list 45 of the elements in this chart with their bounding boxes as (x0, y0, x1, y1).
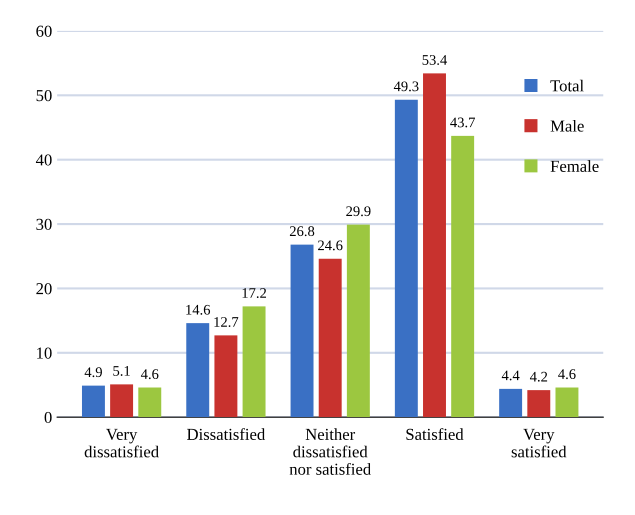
bar (394, 100, 418, 418)
y-tick-label: 60 (36, 26, 52, 37)
data-label: 4.4 (502, 370, 520, 380)
bar (346, 224, 370, 418)
data-label: 53.4 (422, 55, 448, 65)
data-label: 14.6 (186, 304, 210, 315)
data-label: 5.1 (113, 366, 130, 376)
data-label: 29.9 (346, 206, 371, 216)
x-tick-label: Satisfied (406, 428, 464, 440)
bar (214, 335, 238, 418)
bar (186, 323, 210, 418)
y-tick-label: 10 (37, 347, 52, 359)
legend-label: Total (550, 80, 584, 92)
data-label: 26.8 (290, 226, 314, 236)
bar (82, 386, 105, 418)
bar (527, 390, 550, 418)
bar (110, 384, 134, 418)
y-tick-label: 40 (36, 154, 52, 166)
data-label: 17.2 (242, 288, 266, 298)
x-tick-label: Neither dissatisfied nor satisfied (290, 428, 371, 475)
bar (290, 244, 314, 418)
y-tick-label: 50 (36, 90, 52, 102)
bar (318, 258, 342, 418)
bar (451, 136, 474, 418)
y-tick-label: 20 (36, 283, 52, 294)
data-label: 24.6 (318, 240, 343, 250)
bar (423, 73, 446, 418)
y-tick-label: 30 (36, 218, 52, 230)
bar (138, 388, 162, 418)
y-tick-label: 0 (44, 412, 52, 424)
legend-label: Male (550, 120, 584, 132)
bar (242, 306, 266, 418)
x-tick-label: Very satisfied (512, 428, 566, 458)
data-label: 12.7 (214, 317, 238, 327)
data-label: 43.7 (450, 118, 475, 128)
data-label: 4.2 (530, 372, 548, 382)
x-tick-label: Very dissatisfied (84, 428, 159, 458)
legend-label: Female (550, 160, 599, 172)
data-label: 4.6 (140, 369, 158, 380)
bar (555, 388, 578, 418)
data-label: 4.9 (84, 367, 102, 378)
data-label: 49.3 (394, 81, 419, 92)
x-tick-label: Dissatisfied (187, 428, 266, 440)
bar (499, 388, 522, 418)
data-label: 4.6 (558, 369, 576, 380)
